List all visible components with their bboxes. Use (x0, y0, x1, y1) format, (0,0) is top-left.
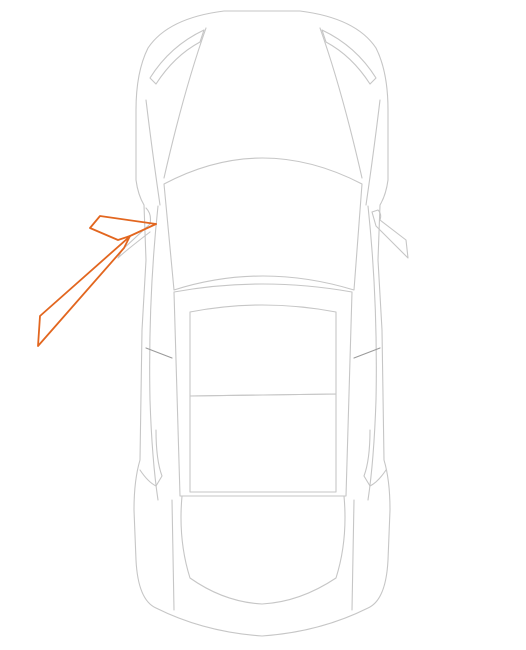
rear-deck-right (351, 499, 355, 611)
right-door-seam (353, 347, 381, 359)
right-front-fender-line (365, 99, 381, 206)
left-side-window-line (149, 205, 159, 501)
right-side-window-line (367, 205, 377, 501)
roof-panel-rear (189, 393, 337, 493)
windshield (163, 157, 363, 291)
right-rear-fender (363, 429, 387, 487)
left-front-fender-line (145, 99, 161, 206)
hood-left-line (163, 27, 207, 179)
passenger-side-mirror (371, 209, 409, 259)
roof-panel-front (189, 304, 337, 397)
left-rear-fender (139, 429, 163, 487)
left-door-seam (145, 347, 173, 359)
right-headlight (321, 29, 377, 85)
car-body-outline (133, 10, 391, 637)
rear-deck-left (171, 499, 175, 611)
hood-right-line (319, 27, 363, 179)
left-headlight (149, 29, 205, 85)
rear-window (180, 495, 346, 605)
roof-frame (173, 283, 353, 497)
driver-side-mirror-arm (129, 223, 157, 237)
